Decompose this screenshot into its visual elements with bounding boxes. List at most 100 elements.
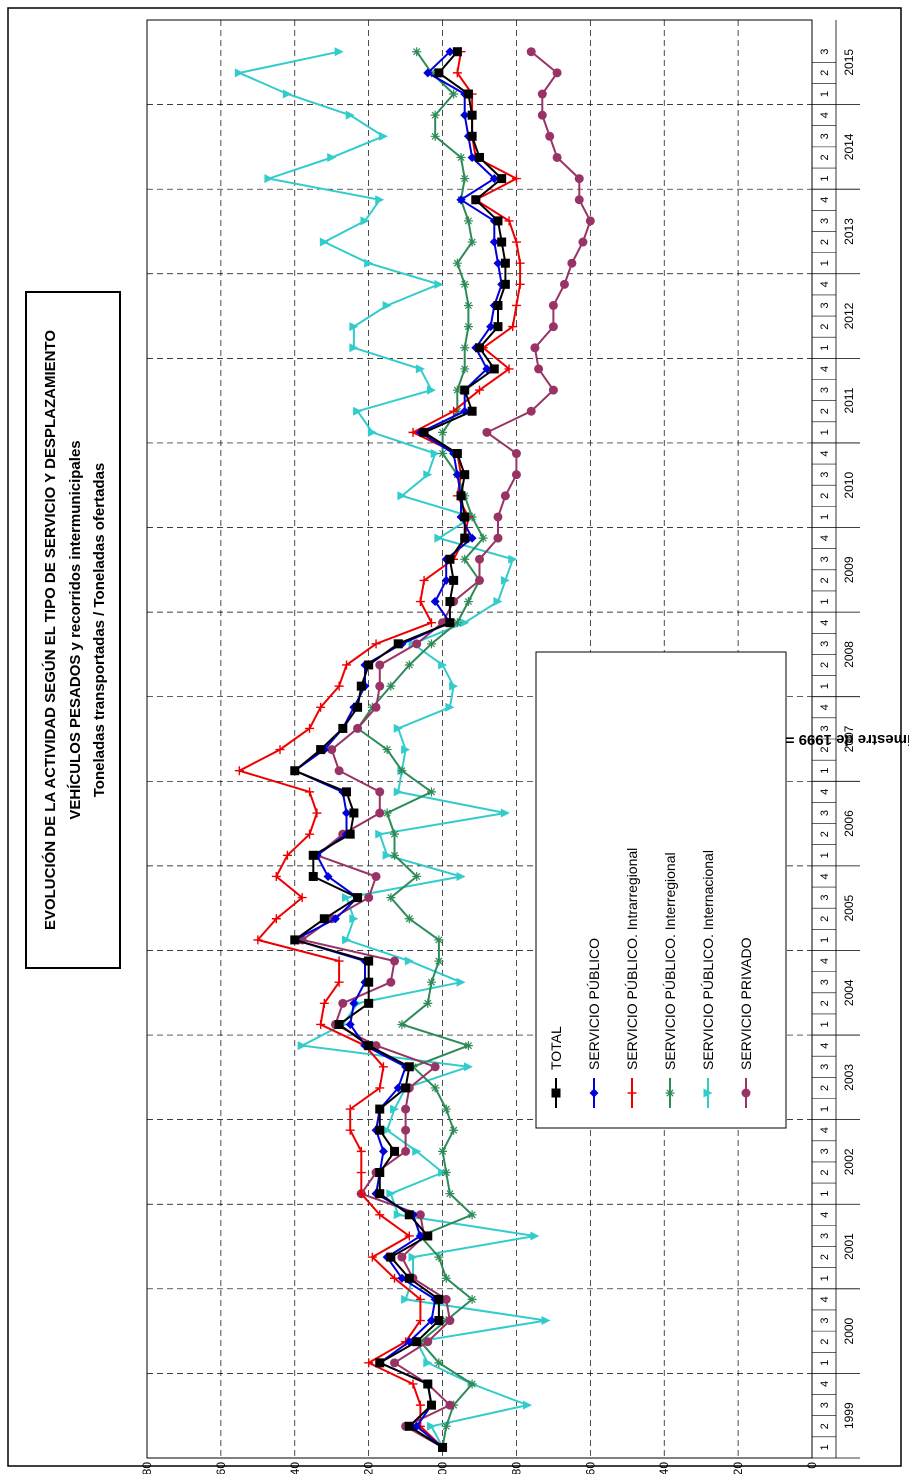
data-point [460,618,470,628]
data-point [475,152,484,162]
data-point [419,427,429,437]
data-point [345,110,355,120]
quarter-tick-label: 2 [819,1423,831,1429]
data-point [305,787,315,797]
data-point [445,47,455,57]
data-point [441,1104,451,1114]
data-point [493,533,503,543]
data-point [319,237,329,247]
data-point [426,618,436,628]
quarter-tick-label: 1 [819,345,831,351]
data-point [478,533,488,543]
data-point [467,1210,477,1220]
data-point [282,850,292,860]
quarter-tick-label: 3 [819,725,831,731]
data-point [393,1083,403,1093]
data-point [382,808,392,818]
quarter-tick-label: 3 [819,810,831,816]
data-point [397,491,407,501]
year-tick-label: 2003 [842,1064,856,1091]
data-point [463,1062,473,1072]
quarter-tick-label: 1 [819,768,831,774]
data-point [511,237,521,247]
data-point [471,195,481,205]
data-point [316,702,326,712]
quarter-tick-label: 1 [819,1275,831,1281]
data-point [404,914,414,924]
quarter-tick-label: 1 [819,598,831,604]
data-point [404,660,414,670]
data-point [460,343,470,353]
legend-swatch-marker [551,1088,561,1098]
value-tick-label: 120 [362,1462,376,1474]
data-point [353,893,363,903]
data-point [375,1168,385,1178]
data-point [415,597,425,607]
data-point [397,1019,407,1029]
data-point [456,871,466,881]
quarter-tick-label: 2 [819,916,831,922]
data-point [401,1083,411,1093]
year-tick-label: 2012 [842,302,856,329]
data-point [412,1337,422,1347]
data-point [353,702,363,712]
data-point [271,871,281,881]
year-tick-label: 2005 [842,895,856,922]
data-point [445,702,455,712]
year-tick-label: 2000 [842,1317,856,1344]
data-point [456,977,466,987]
data-point [548,322,558,332]
legend-label: TOTAL [548,1026,564,1070]
quarter-tick-label: 3 [819,387,831,393]
data-point [375,1210,385,1220]
data-point [515,279,525,289]
data-point [401,1294,411,1304]
data-point [475,343,484,353]
quarter-tick-label: 1 [819,91,831,97]
chart-title-line-1: EVOLUCIÓN DE LA ACTIVIDAD SEGÚN EL TIPO … [41,330,59,930]
quarter-tick-label: 2 [819,1169,831,1175]
data-point [382,850,392,860]
data-point [342,660,351,670]
data-point [349,998,359,1008]
value-tick-label: 0 [805,1462,819,1469]
data-point [482,427,492,437]
data-point [393,723,403,733]
quarter-tick-label: 4 [819,704,831,710]
quarter-tick-label: 3 [819,133,831,139]
quarter-tick-label: 2 [819,493,831,499]
data-point [234,68,244,78]
year-tick-label: 2009 [842,556,856,583]
quarter-tick-label: 1 [819,514,831,520]
data-point [390,829,400,839]
data-point [393,787,403,797]
data-point [319,914,329,924]
year-tick-label: 2002 [842,1148,856,1175]
year-tick-label: 2004 [842,979,856,1006]
data-point [378,1062,388,1072]
quarter-tick-label: 3 [819,979,831,985]
data-point [375,787,385,797]
quarter-tick-label: 3 [819,556,831,562]
data-point [390,1358,400,1368]
data-point [393,1210,403,1220]
data-point [353,406,363,416]
data-point [434,956,444,966]
data-point [541,1316,551,1326]
data-point [438,660,448,670]
data-point [415,1400,425,1410]
legend-label: SERVICIO PÚBLICO. Internacional [700,850,716,1070]
quarter-tick-label: 2 [819,747,831,753]
data-point [500,491,510,501]
data-point [460,385,470,395]
value-tick-label: 60 [583,1462,597,1474]
data-point [415,1294,425,1304]
data-point [449,1125,459,1135]
data-point [375,1083,385,1093]
data-point [430,131,440,141]
data-point [356,1146,366,1156]
data-point [463,216,473,226]
data-point [574,174,584,184]
data-point [493,216,503,226]
data-point [482,364,492,374]
